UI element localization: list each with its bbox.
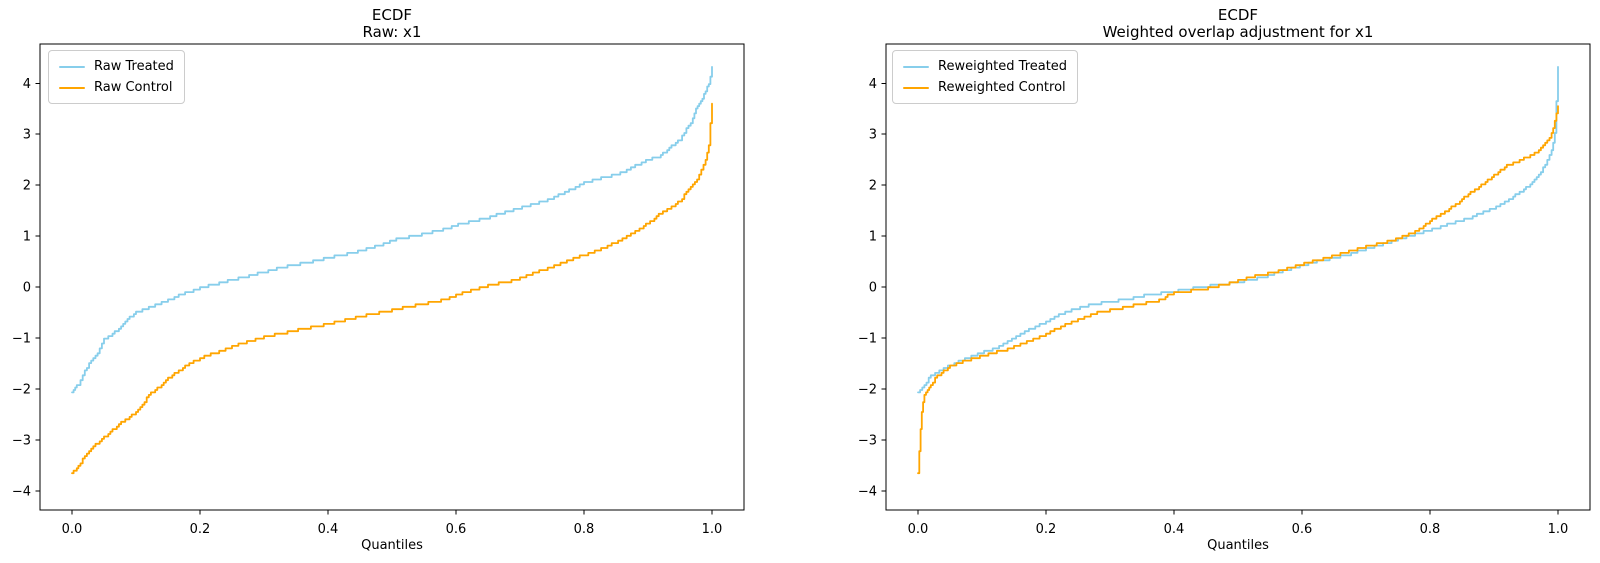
raw-control-line-swatch <box>59 86 85 89</box>
x-tick-label: 0.0 <box>62 522 83 537</box>
y-tick-label: 3 <box>869 128 877 143</box>
left-chart-legend: Raw Treated Raw Control <box>48 50 185 104</box>
legend-label-reweighted-control: Reweighted Control <box>938 80 1066 95</box>
x-tick-label: 0.0 <box>908 522 929 537</box>
left-chart-title: ECDF Raw: x1 <box>192 7 592 40</box>
y-tick-label: −3 <box>12 434 31 449</box>
left-chart-title-line1: ECDF <box>371 6 413 24</box>
y-tick-label: −4 <box>858 485 877 500</box>
y-tick-label: 0 <box>869 281 877 296</box>
axes-box <box>885 43 1591 511</box>
y-tick-label: 2 <box>869 179 877 194</box>
right-chart-title-line2: Weighted overlap adjustment for x1 <box>1102 22 1374 41</box>
x-tick-label: 0.2 <box>190 522 211 537</box>
x-tick-label: 1.0 <box>702 522 723 537</box>
raw-treated-line <box>71 66 713 394</box>
left-x-axis-label: Quantiles <box>361 538 423 553</box>
x-tick-label: 0.8 <box>1420 522 1441 537</box>
axes-box <box>39 43 745 511</box>
y-tick-label: 4 <box>869 77 877 92</box>
y-tick-label: −3 <box>858 434 877 449</box>
legend-item-reweighted-treated: Reweighted Treated <box>903 56 1067 77</box>
right-x-axis-label: Quantiles <box>1207 538 1269 553</box>
right-chart-title-line1: ECDF <box>1217 6 1259 24</box>
reweighted-control-line-swatch <box>903 86 929 89</box>
x-tick-label: 1.0 <box>1548 522 1569 537</box>
y-tick-label: 1 <box>869 230 877 245</box>
legend-label-reweighted-treated: Reweighted Treated <box>938 59 1068 74</box>
x-tick-label: 0.4 <box>1164 522 1185 537</box>
reweighted-treated-line-swatch <box>903 65 929 68</box>
x-tick-label: 0.4 <box>318 522 339 537</box>
right-chart-legend: Reweighted Treated Reweighted Control <box>892 50 1079 104</box>
y-tick-label: 2 <box>23 179 31 194</box>
x-tick-label: 0.2 <box>1036 522 1057 537</box>
y-tick-label: −4 <box>12 485 31 500</box>
y-tick-label: −2 <box>12 383 31 398</box>
y-tick-label: −2 <box>858 383 877 398</box>
x-tick-label: 0.8 <box>574 522 595 537</box>
raw-control-line <box>71 102 713 475</box>
legend-item-raw-treated: Raw Treated <box>59 56 174 77</box>
reweighted-treated-line <box>917 66 1559 394</box>
chart-1-axes: 0.0 0.2 0.4 0.6 0.8 1.0 −4 −3 −2 −1 0 1 2 3 4 <box>12 43 745 537</box>
left-chart-title-line2: Raw: x1 <box>362 22 422 41</box>
y-tick-label: 1 <box>23 230 31 245</box>
right-chart-title: ECDF Weighted overlap adjustment for x1 <box>1038 7 1438 40</box>
x-tick-label: 0.6 <box>1292 522 1313 537</box>
y-tick-label: 4 <box>23 77 31 92</box>
y-tick-label: −1 <box>12 332 31 347</box>
reweighted-control-line <box>917 105 1559 475</box>
legend-item-reweighted-control: Reweighted Control <box>903 77 1067 98</box>
y-tick-label: 0 <box>23 281 31 296</box>
y-tick-label: 3 <box>23 128 31 143</box>
legend-label-raw-treated: Raw Treated <box>94 59 174 74</box>
y-tick-label: −1 <box>858 332 877 347</box>
legend-item-raw-control: Raw Control <box>59 77 174 98</box>
chart-2-axes: 0.0 0.2 0.4 0.6 0.8 1.0 −4 −3 −2 −1 0 1 2 3 4 <box>858 43 1591 537</box>
legend-label-raw-control: Raw Control <box>94 80 173 95</box>
raw-treated-line-swatch <box>59 65 85 68</box>
x-tick-label: 0.6 <box>446 522 467 537</box>
